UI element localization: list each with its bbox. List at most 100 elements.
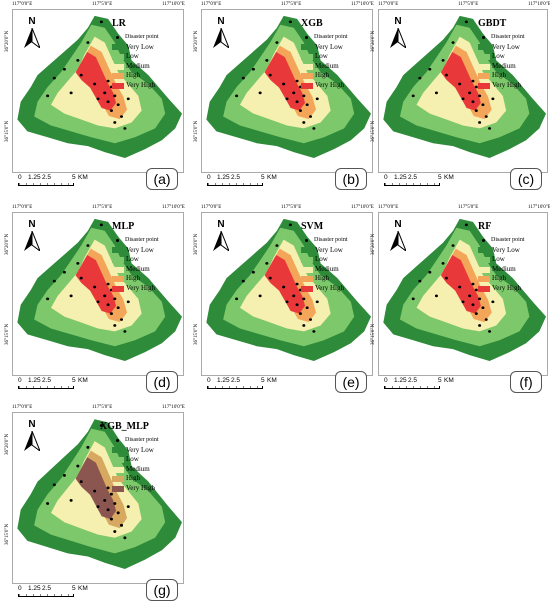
disaster-point: [93, 489, 97, 493]
susceptibility-map: [383, 15, 546, 158]
legend-item: Low: [301, 255, 348, 265]
disaster-point: [478, 297, 482, 301]
longitude-label: 117°10'0"E: [162, 2, 185, 7]
disaster-point: [312, 127, 316, 130]
longitude-label: 117°10'0"E: [528, 2, 550, 7]
legend-label: Very Low: [315, 245, 343, 254]
disaster-point: [411, 297, 415, 301]
legend-swatch: [478, 256, 490, 263]
scale-tick-label: 1.25: [394, 377, 407, 384]
scale-ticks: 0 1.25 2.5 5 KM: [18, 174, 98, 182]
latitude-label: 36°15'0"N: [194, 120, 199, 142]
disaster-point: [235, 94, 239, 98]
scale-bar-line: [207, 183, 263, 186]
north-label: N: [28, 219, 36, 230]
scale-tick-label: 0: [18, 377, 22, 384]
scale-tick-label: 5: [72, 377, 76, 384]
disaster-point: [315, 300, 319, 304]
disaster-point: [282, 82, 286, 86]
legend: Disaster point Very Low Low Medium High Very …: [301, 33, 348, 91]
legend-item-disaster-point: Disaster point: [112, 236, 159, 246]
disaster-point: [484, 318, 488, 321]
susceptibility-map: [17, 218, 182, 361]
longitude-label: 117°0'0"E: [201, 2, 222, 7]
disaster-point: [292, 294, 296, 298]
north-arrow-icon: [390, 28, 406, 48]
disaster-point: [96, 97, 100, 101]
disaster-point: [488, 330, 492, 333]
disaster-point: [275, 41, 279, 44]
legend-label: High: [126, 71, 140, 80]
disaster-point: [461, 300, 465, 304]
panel-label: (f): [510, 371, 542, 393]
disaster-point: [305, 306, 309, 310]
disaster-point: [428, 270, 432, 274]
legend-swatch: [478, 73, 490, 80]
disaster-point: [116, 103, 120, 107]
longitude-label: 117°10'0"E: [351, 205, 374, 210]
disaster-point: [468, 294, 472, 298]
disaster-point: [484, 115, 488, 118]
legend-swatch: [301, 53, 313, 60]
legend-item: Medium: [112, 265, 159, 275]
legend-item-disaster-point: Disaster point: [112, 436, 159, 446]
disaster-point: [468, 91, 472, 95]
zone-very-high: [75, 254, 117, 314]
disaster-point: [478, 94, 482, 98]
disaster-point: [298, 312, 302, 315]
disaster-point: [309, 115, 313, 118]
disaster-point: [46, 502, 50, 505]
scale-bar: 0 1.25 2.5 5 KM: [384, 377, 464, 389]
legend-label: High: [126, 474, 140, 483]
scale-tick-label: 0: [207, 377, 211, 384]
disaster-point: [418, 76, 422, 80]
north-arrow-icon: [24, 431, 40, 451]
legend-item: High: [478, 71, 525, 81]
legend-item: Medium: [112, 465, 159, 475]
longitude-label: 117°5'0"E: [458, 2, 479, 7]
map-panel-c: 117°0'0"E 117°5'0"E 117°10'0"E 36°20'0"N 36°…: [368, 2, 550, 194]
disaster-point: [471, 79, 475, 83]
disaster-point: [79, 480, 83, 484]
disaster-point: [251, 270, 255, 274]
disaster-point: [458, 82, 462, 86]
disaster-point: [109, 492, 113, 496]
legend-label: Very High: [315, 283, 344, 292]
legend-label: Very High: [315, 80, 344, 89]
disaster-point: [116, 306, 120, 310]
disaster-point: [302, 297, 306, 301]
legend-item: Very Low: [301, 246, 348, 256]
panel-label: (g): [146, 579, 178, 601]
latitude-label: 36°15'0"N: [5, 120, 10, 142]
disaster-point: [106, 486, 110, 490]
north-arrow: N: [20, 219, 44, 253]
disaster-point: [464, 223, 468, 227]
legend-item: Very High: [301, 284, 348, 294]
disaster-point: [46, 94, 50, 98]
longitude-label: 117°5'0"E: [281, 205, 302, 210]
scale-tick-label: 2.5: [231, 377, 241, 384]
legend-item-disaster-point: Disaster point: [301, 33, 348, 43]
legend-label: Very Low: [315, 42, 343, 51]
map-frame: [378, 9, 548, 173]
model-title: LR: [112, 18, 126, 29]
latitude-label: 36°15'0"N: [371, 120, 376, 142]
legend-label: Low: [492, 52, 505, 61]
disaster-point: [458, 285, 462, 289]
latitude-label: 36°20'0"N: [5, 233, 10, 255]
disaster-point: [295, 100, 299, 104]
longitude-label: 117°5'0"E: [92, 405, 113, 410]
scale-tick-label: 2.5: [408, 174, 418, 181]
disaster-point: [116, 511, 120, 515]
model-title: XGB_MLP: [100, 421, 149, 432]
scale-unit: KM: [444, 174, 454, 181]
legend-label: Very High: [126, 483, 155, 492]
disaster-point: [434, 91, 438, 95]
legend-item: Low: [112, 52, 159, 62]
legend-item: Very High: [478, 81, 525, 91]
disaster-point: [241, 279, 245, 283]
north-label: N: [28, 16, 36, 27]
disaster-point: [120, 115, 124, 118]
disaster-point: [79, 276, 83, 280]
legend-swatch: [112, 63, 124, 70]
